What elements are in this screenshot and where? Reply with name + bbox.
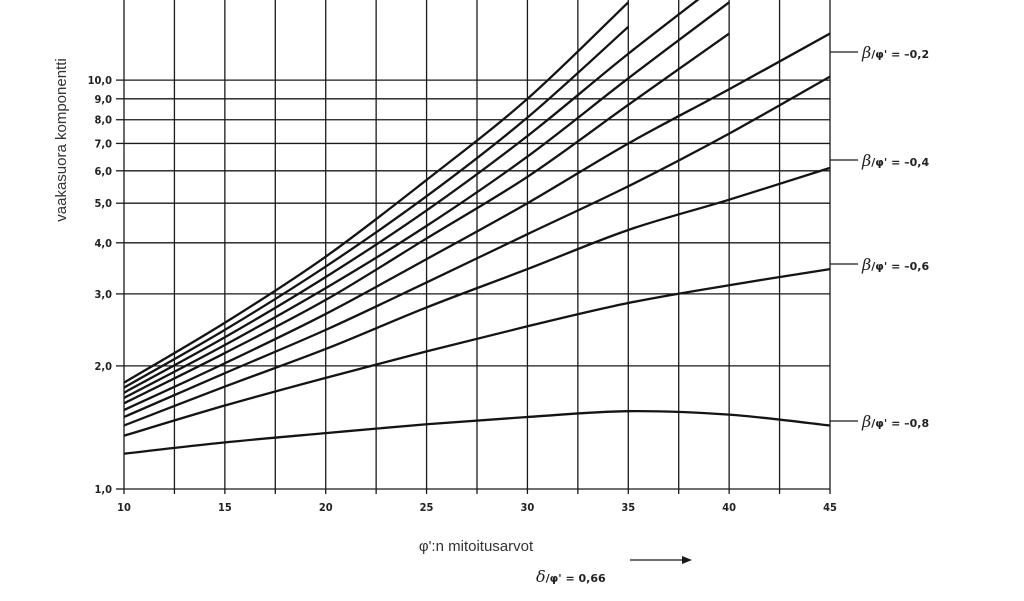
- series-line-6: [124, 32, 830, 412]
- series-line-10: [124, 409, 830, 455]
- y-tick-label: 10,0: [88, 74, 113, 87]
- y-tick-label: 3,0: [94, 288, 112, 301]
- svg-text:β/φ' = –0,4: β/φ' = –0,4: [861, 151, 929, 170]
- y-tick-label: 8,0: [94, 114, 112, 127]
- x-tick-label: 10: [117, 501, 131, 514]
- x-tick-label: 15: [218, 501, 232, 514]
- series-line-4: [124, 1, 730, 399]
- x-tick-label: 30: [521, 501, 535, 514]
- series-line-1: [124, 1, 630, 384]
- x-axis: 10 15 20 25 30 35 40 45: [117, 489, 837, 514]
- series-label-minus-0-4: β/φ' = –0,4: [830, 151, 929, 170]
- y-tick-label: 9,0: [94, 93, 112, 106]
- series-label-minus-0-2: β/φ' = –0,2: [830, 43, 929, 62]
- x-tick-label: 25: [420, 501, 434, 514]
- x-tick-label: 40: [722, 501, 736, 514]
- y-tick-label: 6,0: [94, 165, 112, 178]
- arrow-head-icon: [682, 556, 692, 564]
- delta-ratio-label: δ/φ' = 0,66: [536, 556, 692, 586]
- x-tick-label: 35: [621, 501, 635, 514]
- y-axis: 1,0 2,0 3,0 4,0 5,0 6,0 7,0 8,0 9,0 10,0: [88, 74, 124, 496]
- series-line-7: [124, 75, 830, 419]
- y-tick-label: 2,0: [94, 360, 112, 373]
- x-tick-label: 20: [319, 501, 333, 514]
- series-label-minus-0-6: β/φ' = –0,6: [830, 255, 929, 274]
- series-line-2: [124, 25, 630, 389]
- series-line-9: [124, 267, 830, 437]
- y-tick-label: 4,0: [94, 237, 112, 250]
- series-line-5: [124, 32, 730, 405]
- curves: [124, 0, 830, 455]
- grid: [123, 0, 831, 490]
- svg-text:β/φ' = –0,6: β/φ' = –0,6: [861, 255, 929, 274]
- series-line-8: [124, 166, 830, 427]
- y-tick-label: 5,0: [94, 197, 112, 210]
- series-label-minus-0-8: β/φ' = –0,8: [830, 412, 929, 431]
- x-axis-title: φ':n mitoitusarvot: [419, 538, 534, 555]
- svg-text:β/φ' = –0,2: β/φ' = –0,2: [861, 43, 929, 62]
- series-line-3: [124, 0, 700, 394]
- y-axis-title: vaakasuora komponentti: [53, 58, 70, 221]
- y-tick-label: 1,0: [94, 483, 112, 496]
- svg-text:δ/φ' = 0,66: δ/φ' = 0,66: [536, 567, 606, 586]
- x-tick-label: 45: [823, 501, 837, 514]
- y-tick-label: 7,0: [94, 137, 112, 150]
- svg-text:β/φ' = –0,8: β/φ' = –0,8: [861, 412, 929, 431]
